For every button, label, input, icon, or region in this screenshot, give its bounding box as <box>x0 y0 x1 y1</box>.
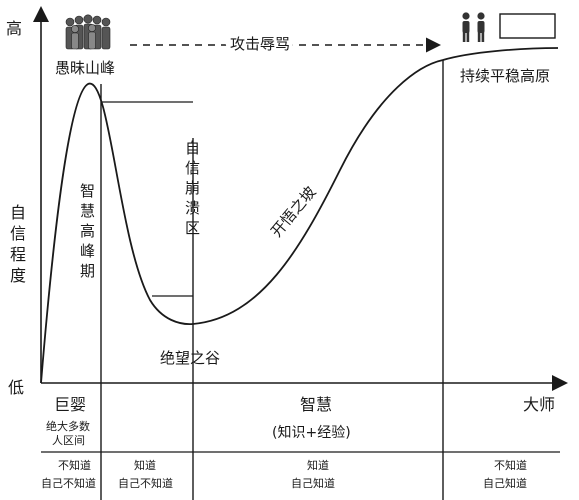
svg-text:知道: 知道 <box>134 458 156 472</box>
svg-text:不知道: 不知道 <box>58 458 91 472</box>
stage-wisdom-note: (知识+经验) <box>272 424 351 441</box>
svg-text:知道: 知道 <box>307 458 329 472</box>
peak-label: 愚昧山峰 <box>55 59 115 77</box>
stage-baby-note: 绝大多数 人区间 <box>46 419 94 447</box>
attack-label: 攻击辱骂 <box>230 35 290 53</box>
collapse-zone-label: 自 信 崩 溃 区 <box>185 139 205 237</box>
svg-text:自己不知道: 自己不知道 <box>118 476 173 490</box>
svg-text:自己知道: 自己知道 <box>291 476 335 490</box>
plateau-label: 持续平稳高原 <box>460 67 550 85</box>
crowd-people-icon <box>65 14 111 50</box>
svg-text:自己不知道: 自己不知道 <box>41 476 96 490</box>
stage-master-label: 大师 <box>523 395 555 414</box>
y-axis-low-label: 低 <box>8 378 24 397</box>
y-axis-title: 自 信 程 度 <box>10 203 31 285</box>
svg-text:不知道: 不知道 <box>494 458 527 472</box>
blank-box <box>499 13 556 39</box>
two-people-icon <box>462 12 485 42</box>
quadrant-conscious-competence: 知道 自己知道 <box>291 458 335 490</box>
confidence-curve <box>40 47 559 384</box>
quadrant-conscious-incompetence: 知道 自己不知道 <box>118 458 173 490</box>
y-axis-high-label: 高 <box>6 19 22 38</box>
stage-baby-label: 巨婴 <box>54 395 86 414</box>
wisdom-peak-label: 智 慧 高 峰 期 <box>80 182 100 280</box>
slope-label: 开悟之坡 <box>267 183 319 241</box>
svg-text:自己知道: 自己知道 <box>483 476 527 490</box>
quadrant-unconscious-incompetence: 不知道 自己不知道 <box>41 458 96 490</box>
quadrant-unconscious-competence: 不知道 自己知道 <box>483 458 527 490</box>
stage-wisdom-label: 智慧 <box>300 395 332 414</box>
valley-label: 绝望之谷 <box>160 349 220 367</box>
